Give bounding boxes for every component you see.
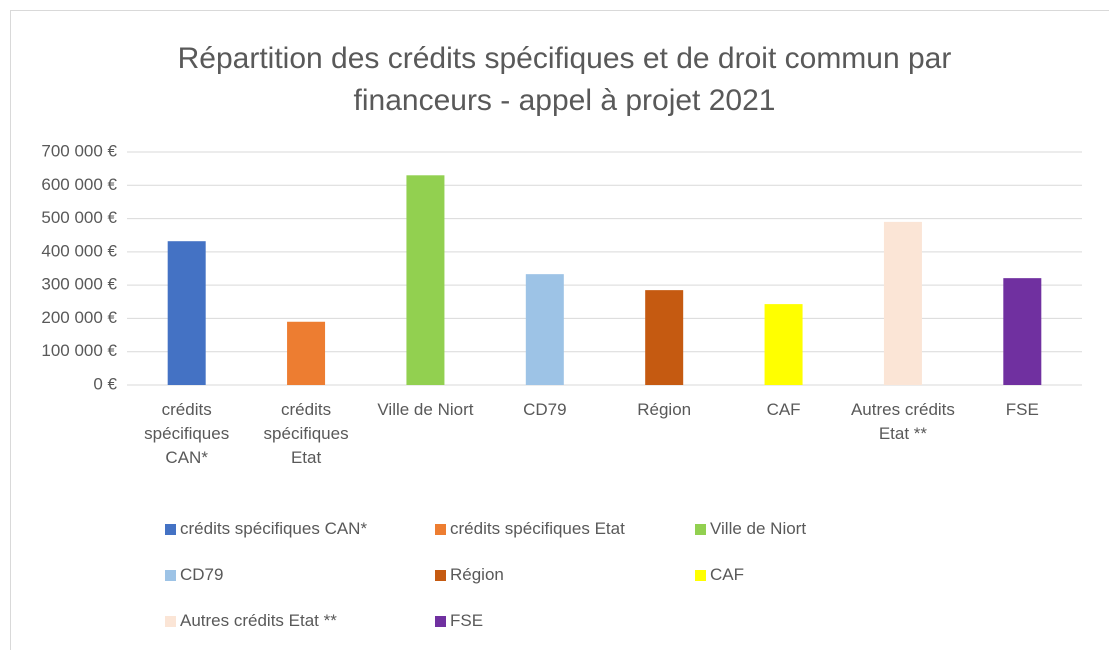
bar xyxy=(287,321,326,385)
legend-label: Autres crédits Etat ** xyxy=(180,611,337,630)
legend-item: crédits spécifiques CAN* xyxy=(165,519,367,539)
x-tick-label: crédits spécifiques Etat xyxy=(263,400,349,467)
legend-swatch xyxy=(165,569,176,581)
bar xyxy=(883,221,922,385)
chart-title: Répartition des crédits spécifiques et d… xyxy=(177,42,952,117)
x-tick-label: CAF xyxy=(766,400,801,419)
legend-swatch xyxy=(695,523,706,535)
legend-item: crédits spécifiques Etat xyxy=(435,519,625,539)
bar xyxy=(764,304,803,385)
legend-label: crédits spécifiques CAN* xyxy=(180,519,368,538)
bar xyxy=(167,241,206,385)
legend-swatch xyxy=(435,523,446,535)
y-tick-label: 0 € xyxy=(93,374,117,393)
legend-swatch xyxy=(165,523,176,535)
legend-item: Autres crédits Etat ** xyxy=(165,611,337,631)
x-tick-label: Autres crédits Etat ** xyxy=(850,400,955,443)
bar xyxy=(406,175,445,385)
legend-label: CAF xyxy=(710,565,744,584)
legend-item: CAF xyxy=(695,565,744,585)
x-tick-label: Région xyxy=(637,400,692,419)
legend-item: FSE xyxy=(435,611,483,631)
legend-item: Ville de Niort xyxy=(695,519,806,539)
x-tick-label: crédits spécifiques CAN* xyxy=(144,400,230,467)
y-tick-label: 700 000 € xyxy=(41,141,117,160)
y-tick-label: 300 000 € xyxy=(41,275,117,294)
legend-label: FSE xyxy=(450,611,484,630)
y-tick-label: 400 000 € xyxy=(41,241,117,260)
y-tick-label: 500 000 € xyxy=(41,208,117,227)
y-tick-label: 100 000 € xyxy=(41,341,117,360)
legend-label: Région xyxy=(450,565,504,584)
legend-item: Région xyxy=(435,565,504,585)
y-tick-label: 200 000 € xyxy=(41,308,117,327)
legend-label: CD79 xyxy=(180,565,224,584)
legend-swatch xyxy=(165,615,176,627)
legend-swatch xyxy=(435,615,446,627)
legend-label: Ville de Niort xyxy=(710,519,807,538)
legend-swatch xyxy=(695,569,706,581)
bar xyxy=(525,274,564,385)
y-tick-label: 600 000 € xyxy=(41,175,117,194)
chart-frame xyxy=(10,10,1109,650)
x-tick-label: FSE xyxy=(1005,400,1039,419)
x-tick-label: CD79 xyxy=(523,400,567,419)
title-box: Répartition des crédits spécifiques et d… xyxy=(0,38,1109,122)
bar xyxy=(1003,278,1042,385)
legend-swatch xyxy=(435,569,446,581)
x-tick-label: Ville de Niort xyxy=(377,400,474,419)
legend-label: crédits spécifiques Etat xyxy=(450,519,625,538)
bar xyxy=(645,290,684,385)
legend-item: CD79 xyxy=(165,565,223,585)
